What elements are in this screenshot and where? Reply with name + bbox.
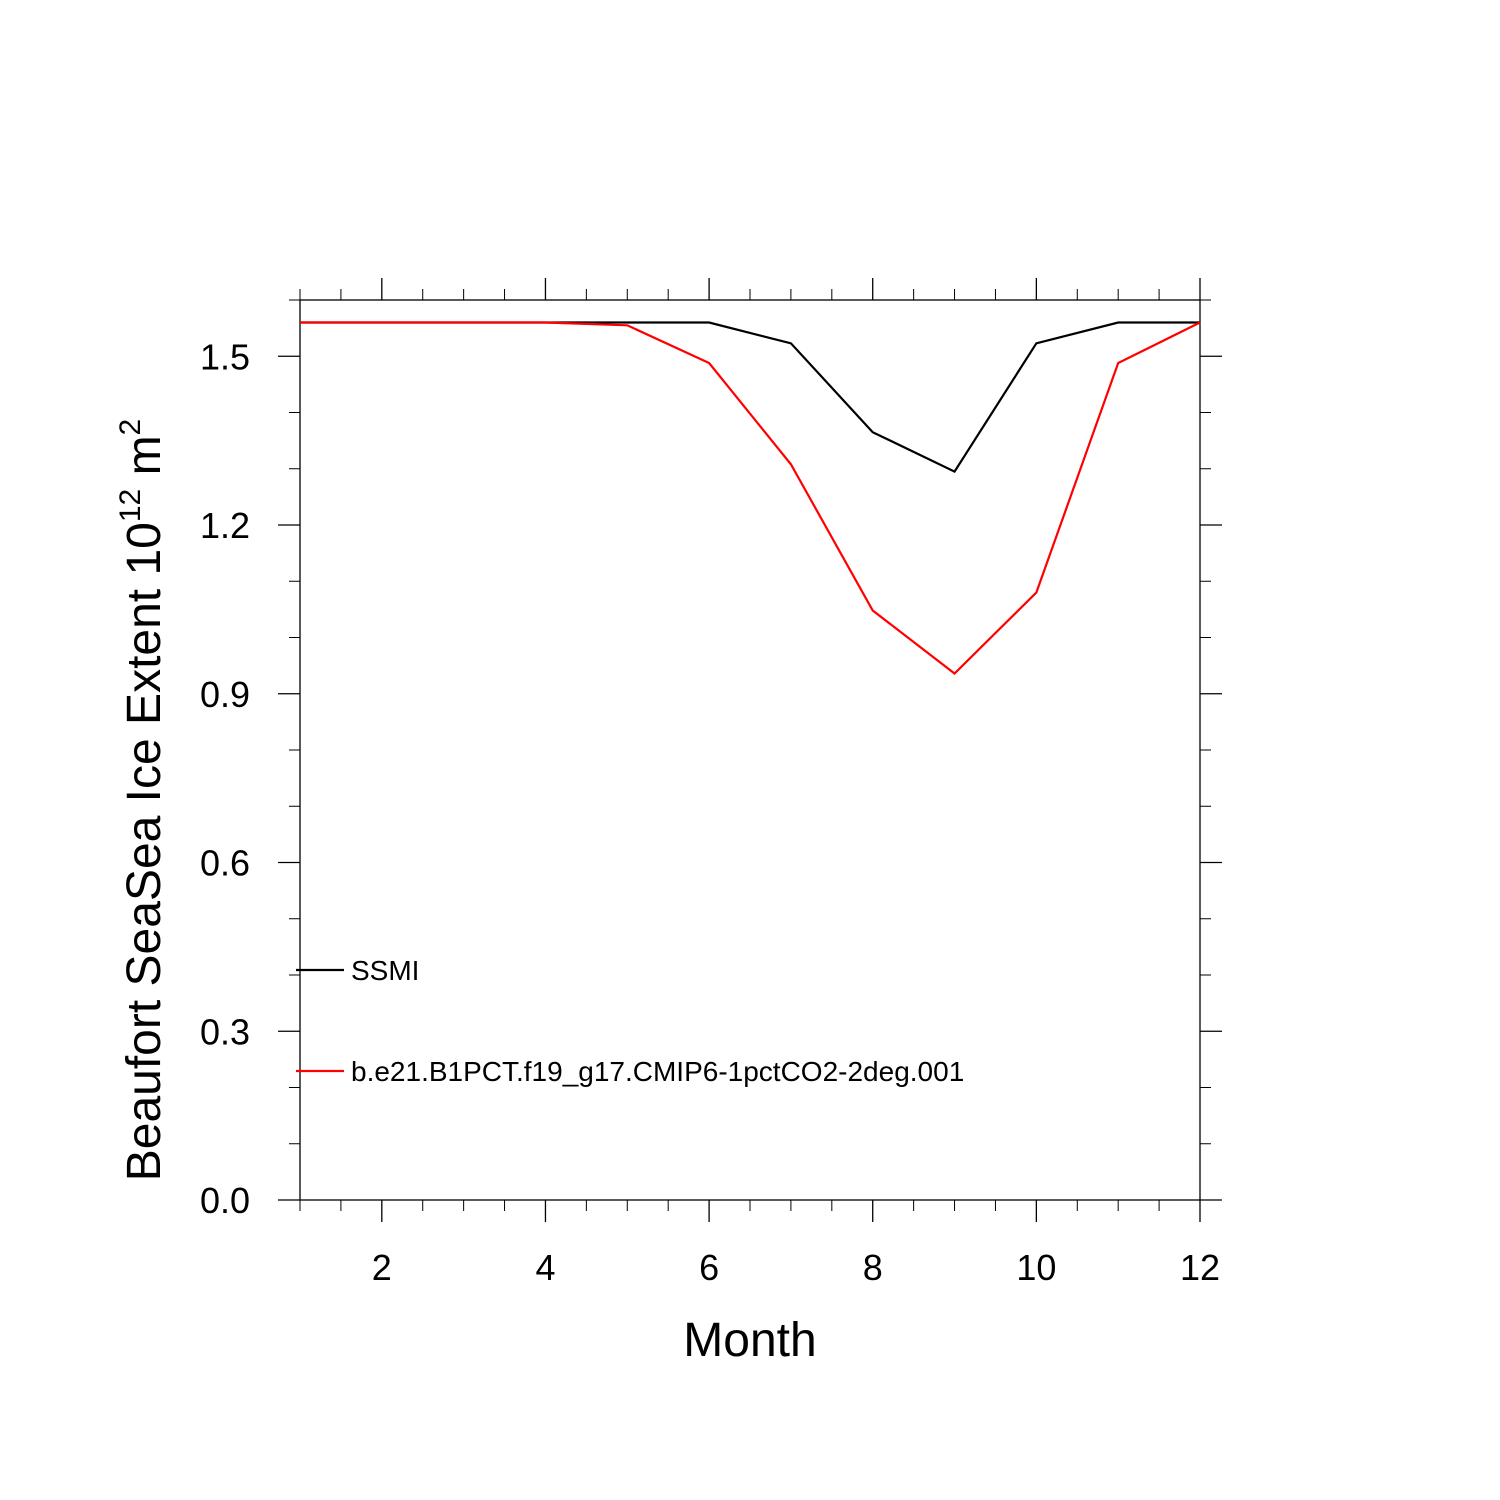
series-line-1 [300,321,1200,473]
y-tick-label: 0.3 [200,1011,250,1052]
x-axis-title: Month [683,1314,816,1367]
y-tick-label: 1.2 [200,505,250,546]
x-tick-labels: 2 4 6 8 10 12 [372,1247,1220,1288]
legend-label-1: SSMI [351,955,419,986]
y-axis-title-unit-exponent: 2 [114,419,147,436]
series-line-2 [300,321,1201,675]
x-tick-label: 2 [372,1247,392,1288]
x-tick-label: 12 [1180,1247,1220,1288]
legend-label-2: b.e21.B1PCT.f19_g17.CMIP6-1pctCO2-2deg.0… [351,1056,964,1087]
plot-frame [299,299,1201,1201]
y-tick-label: 1.5 [200,336,250,377]
x-tick-label: 10 [1016,1247,1056,1288]
y-tick-label: 0.9 [200,674,250,715]
legend: SSMI b.e21.B1PCT.f19_g17.CMIP6-1pctCO2-2d… [296,955,964,1087]
minor-ticks [289,289,1211,1211]
y-axis-title-unit: m [118,435,171,488]
x-tick-label: 8 [863,1247,883,1288]
series-lines [300,321,1201,675]
major-ticks [278,278,1222,1222]
y-axis-title-exponent: 12 [114,489,147,522]
y-tick-label: 0.0 [200,1180,250,1221]
y-tick-label: 0.6 [200,843,250,884]
x-tick-label: 4 [535,1247,555,1288]
y-axis-title: Beaufort SeaSea Ice Extent 1012 m2 [114,419,171,1182]
y-axis-title-main: Beaufort SeaSea Ice Extent 10 [118,522,171,1181]
x-tick-label: 6 [699,1247,719,1288]
y-tick-labels: 0.0 0.3 0.6 0.9 1.2 1.5 [200,336,250,1221]
